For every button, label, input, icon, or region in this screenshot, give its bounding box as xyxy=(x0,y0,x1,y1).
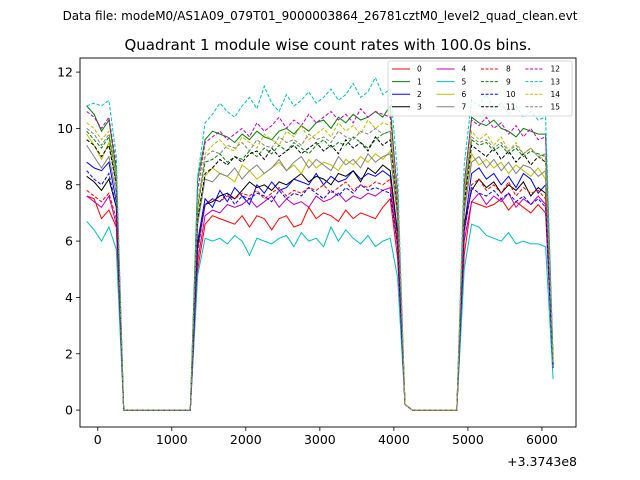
y-tick-label: 0 xyxy=(65,403,73,418)
x-tick-label: 1000 xyxy=(156,432,188,447)
legend-label-9: 9 xyxy=(506,77,511,86)
series-line-13 xyxy=(86,76,554,411)
chart-title: Quadrant 1 module wise count rates with … xyxy=(124,36,531,54)
x-tick-label: 0 xyxy=(94,432,102,447)
x-tick-label: 4000 xyxy=(378,432,410,447)
x-tick-label: 5000 xyxy=(452,432,484,447)
series-line-0 xyxy=(86,195,554,411)
series-line-15 xyxy=(86,127,554,411)
legend-box xyxy=(387,60,573,117)
x-offset-label: +3.3743e8 xyxy=(507,454,577,469)
y-tick-label: 6 xyxy=(65,234,73,249)
legend-label-13: 13 xyxy=(551,77,561,86)
legend-label-1: 1 xyxy=(417,77,422,86)
legend-label-0: 0 xyxy=(417,65,422,74)
series-line-8 xyxy=(86,178,554,411)
series-line-1 xyxy=(86,104,554,411)
legend-label-11: 11 xyxy=(506,103,516,112)
figure-suptitle: Data file: modeM0/AS1A09_079T01_90000038… xyxy=(63,9,578,23)
series-line-9 xyxy=(86,130,554,411)
y-tick-label: 10 xyxy=(57,121,73,136)
legend-label-2: 2 xyxy=(417,90,422,99)
legend-label-8: 8 xyxy=(506,65,511,74)
y-tick-label: 2 xyxy=(65,346,73,361)
series-line-3 xyxy=(86,164,554,411)
y-tick-label: 12 xyxy=(57,65,73,80)
x-tick-label: 2000 xyxy=(230,432,262,447)
legend-label-4: 4 xyxy=(462,65,467,74)
legend-label-6: 6 xyxy=(462,90,467,99)
series-line-6 xyxy=(86,133,554,411)
legend-label-14: 14 xyxy=(551,90,561,99)
series-line-11 xyxy=(86,136,554,411)
x-tick-label: 3000 xyxy=(304,432,336,447)
y-tick-label: 4 xyxy=(65,290,73,305)
y-tick-label: 8 xyxy=(65,177,73,192)
legend-label-15: 15 xyxy=(551,103,561,112)
legend-label-7: 7 xyxy=(462,103,467,112)
series-line-4 xyxy=(86,186,554,411)
legend-label-3: 3 xyxy=(417,103,422,112)
legend-label-10: 10 xyxy=(506,90,516,99)
series-line-12 xyxy=(86,107,554,411)
axes-frame xyxy=(79,57,577,428)
x-tick-label: 6000 xyxy=(526,432,558,447)
series-line-10 xyxy=(86,170,554,411)
legend-label-5: 5 xyxy=(462,77,467,86)
legend-label-12: 12 xyxy=(551,65,561,74)
series-line-5 xyxy=(86,221,554,411)
